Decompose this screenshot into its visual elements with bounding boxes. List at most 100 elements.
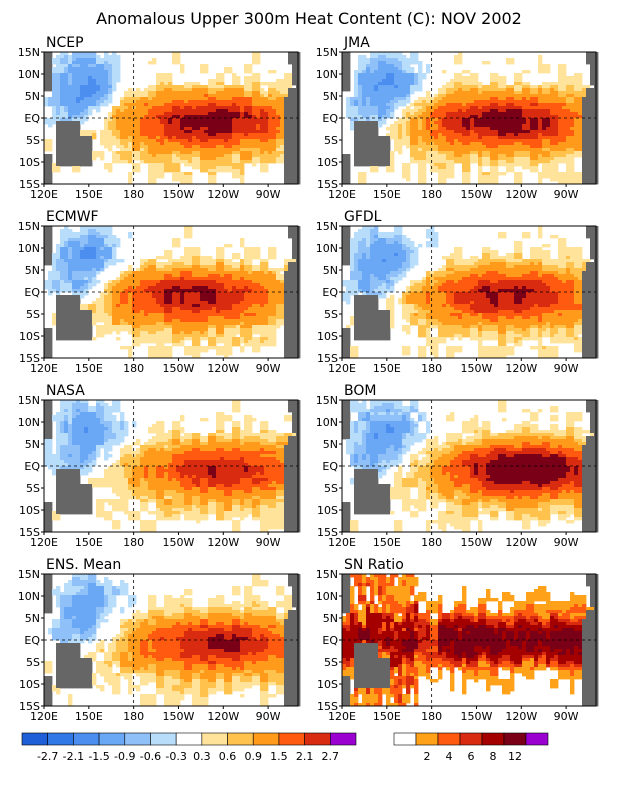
heatmap-cell	[454, 136, 459, 140]
heatmap-cell	[124, 280, 129, 284]
heatmap-cell	[494, 172, 499, 176]
heatmap-cell	[188, 160, 193, 164]
heatmap-cell	[494, 157, 499, 161]
heatmap-cell	[502, 88, 507, 92]
heatmap-cell	[288, 109, 293, 113]
heatmap-cell	[72, 70, 77, 74]
heatmap-cell	[140, 142, 145, 146]
heatmap-cell	[462, 133, 467, 137]
heatmap-cell	[96, 304, 101, 308]
heatmap-cell	[494, 115, 499, 119]
heatmap-cell	[494, 112, 499, 116]
heatmap-cell	[346, 109, 351, 113]
heatmap-cell	[498, 160, 503, 164]
heatmap-cell	[136, 151, 141, 155]
heatmap-cell	[136, 301, 141, 305]
heatmap-cell	[80, 121, 85, 125]
heatmap-cell	[466, 160, 471, 164]
heatmap-cell	[96, 103, 101, 107]
heatmap-cell	[362, 133, 367, 137]
heatmap-cell	[374, 157, 379, 161]
heatmap-cell	[354, 73, 359, 77]
heatmap-cell	[550, 172, 555, 176]
heatmap-cell	[64, 124, 69, 128]
heatmap-cell	[52, 322, 57, 326]
heatmap-cell	[160, 94, 165, 98]
heatmap-cell	[374, 115, 379, 119]
heatmap-cell	[518, 133, 523, 137]
heatmap-cell	[526, 103, 531, 107]
heatmap-cell	[72, 118, 77, 122]
heatmap-cell	[582, 115, 587, 119]
heatmap-cell	[430, 163, 435, 167]
heatmap-cell	[104, 319, 109, 323]
heatmap-cell	[224, 169, 229, 173]
heatmap-cell	[466, 151, 471, 155]
heatmap-cell	[188, 100, 193, 104]
heatmap-cell	[104, 76, 109, 80]
heatmap-cell	[208, 175, 213, 179]
heatmap-cell	[212, 166, 217, 170]
heatmap-cell	[76, 166, 81, 170]
heatmap-cell	[52, 289, 57, 293]
heatmap-cell	[236, 163, 241, 167]
heatmap-cell	[292, 124, 297, 128]
heatmap-cell	[288, 88, 293, 92]
heatmap-cell	[280, 157, 285, 161]
heatmap-cell	[84, 55, 89, 59]
heatmap-cell	[264, 94, 269, 98]
heatmap-cell	[72, 259, 77, 263]
heatmap-cell	[402, 100, 407, 104]
heatmap-cell	[522, 97, 527, 101]
heatmap-cell	[64, 133, 69, 137]
heatmap-cell	[378, 73, 383, 77]
heatmap-cell	[346, 112, 351, 116]
heatmap-cell	[188, 121, 193, 125]
heatmap-cell	[502, 91, 507, 95]
heatmap-cell	[184, 88, 189, 92]
heatmap-cell	[164, 115, 169, 119]
heatmap-cell	[136, 163, 141, 167]
heatmap-cell	[176, 127, 181, 131]
heatmap-cell	[446, 97, 451, 101]
heatmap-cell	[382, 154, 387, 158]
heatmap-cell	[558, 85, 563, 89]
heatmap-cell	[84, 250, 89, 254]
heatmap-cell	[72, 103, 77, 107]
heatmap-cell	[84, 334, 89, 338]
heatmap-cell	[192, 127, 197, 131]
heatmap-cell	[574, 121, 579, 125]
heatmap-cell	[88, 136, 93, 140]
heatmap-cell	[346, 58, 351, 62]
heatmap-cell	[292, 55, 297, 59]
heatmap-cell	[252, 103, 257, 107]
heatmap-cell	[232, 76, 237, 80]
heatmap-cell	[542, 142, 547, 146]
heatmap-cell	[172, 91, 177, 95]
heatmap-cell	[92, 130, 97, 134]
heatmap-cell	[426, 100, 431, 104]
x-tick-label: 150W	[163, 188, 195, 201]
heatmap-cell	[438, 139, 443, 143]
heatmap-cell	[112, 82, 117, 86]
heatmap-cell	[220, 106, 225, 110]
heatmap-cell	[244, 100, 249, 104]
heatmap-cell	[100, 76, 105, 80]
heatmap-cell	[438, 88, 443, 92]
heatmap-cell	[192, 133, 197, 137]
heatmap-cell	[240, 160, 245, 164]
heatmap-cell	[100, 247, 105, 251]
heatmap-cell	[346, 166, 351, 170]
heatmap-cell	[48, 139, 53, 143]
heatmap-cell	[76, 148, 81, 152]
heatmap-cell	[48, 103, 53, 107]
heatmap-cell	[228, 136, 233, 140]
heatmap-cell	[192, 106, 197, 110]
heatmap-cell	[108, 79, 113, 83]
heatmap-cell	[426, 130, 431, 134]
heatmap-cell	[120, 100, 125, 104]
heatmap-cell	[160, 133, 165, 137]
heatmap-cell	[558, 178, 563, 182]
heatmap-cell	[80, 253, 85, 257]
heatmap-cell	[52, 265, 57, 269]
